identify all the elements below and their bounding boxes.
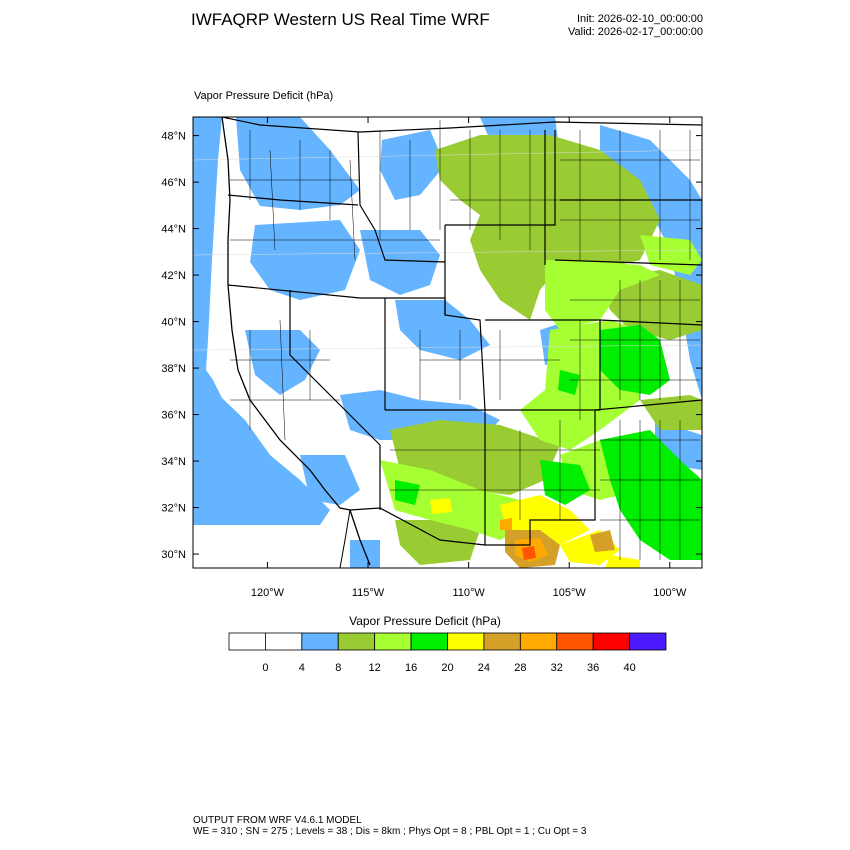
map-frame xyxy=(192,116,703,569)
colorbar-tick-label: 24 xyxy=(478,662,490,674)
model-footer: OUTPUT FROM WRF V4.6.1 MODEL WE = 310 ; … xyxy=(193,815,586,837)
graticule xyxy=(193,149,702,351)
colorbar-swatch xyxy=(374,632,412,651)
lat-label: 42°N xyxy=(161,270,186,282)
colorbar-tick-label: 0 xyxy=(262,662,268,674)
colorbar-swatch xyxy=(301,632,339,651)
vpd-band-32-36 xyxy=(522,546,536,560)
map-area xyxy=(193,117,702,568)
colorbar-tick-label: 8 xyxy=(335,662,341,674)
state-boundaries xyxy=(221,117,702,546)
colorbar-tick-label: 20 xyxy=(441,662,453,674)
colorbar-swatch xyxy=(519,632,558,651)
colorbar-swatch xyxy=(556,632,594,651)
colorbar-tick-label: 28 xyxy=(514,662,526,674)
colorbar-swatch xyxy=(337,632,376,651)
lat-label: 34°N xyxy=(161,456,186,468)
colorbar-swatch xyxy=(592,632,630,651)
colorbar-title: Vapor Pressure Deficit (hPa) xyxy=(349,614,501,628)
colorbar-tick-label: 4 xyxy=(299,662,305,674)
lon-label: 110°W xyxy=(452,587,485,599)
baja-coast xyxy=(339,509,351,568)
lat-label: 48°N xyxy=(161,131,186,143)
footer-line-1: OUTPUT FROM WRF V4.6.1 MODEL xyxy=(193,815,362,826)
colorbar: 0 4 8 12 16 20 24 28 32 36 40 xyxy=(228,632,667,674)
coastline xyxy=(221,117,371,566)
footer-line-2: WE = 310 ; SN = 275 ; Levels = 38 ; Dis … xyxy=(193,826,587,837)
lat-label: 38°N xyxy=(161,363,186,375)
lat-label: 32°N xyxy=(161,503,186,515)
colorbar-swatch xyxy=(447,632,485,651)
colorbar-tick-label: 16 xyxy=(405,662,417,674)
lon-label: 120°W xyxy=(251,587,285,599)
colorbar-swatch xyxy=(265,632,303,651)
lat-label: 46°N xyxy=(161,177,186,189)
field-label: Vapor Pressure Deficit (hPa) xyxy=(194,90,334,102)
lon-label: 115°W xyxy=(352,587,385,599)
lat-label: 36°N xyxy=(161,410,186,422)
lat-label: 44°N xyxy=(161,224,186,236)
lon-label: 105°W xyxy=(553,587,587,599)
init-time: Init: 2026-02-10_00:00:00 xyxy=(577,13,703,25)
lat-label: 30°N xyxy=(161,549,186,561)
vpd-band-16-20 xyxy=(395,325,702,560)
colorbar-tick-label: 40 xyxy=(623,662,635,674)
page-title: IWFAQRP Western US Real Time WRF xyxy=(191,10,490,29)
colorbar-swatch xyxy=(483,632,521,651)
colorbar-tick-label: 12 xyxy=(369,662,381,674)
colorbar-swatch xyxy=(228,632,266,651)
longitude-axis: 120°W 115°W 110°W 105°W 100°W xyxy=(251,117,687,599)
lat-label: 40°N xyxy=(161,317,186,329)
valid-time: Valid: 2026-02-17_00:00:00 xyxy=(568,26,703,38)
colorbar-swatch xyxy=(629,632,667,651)
latitude-axis: 30°N 32°N 34°N 36°N 38°N 40°N 42°N 44°N 46°N 48°N xyxy=(161,131,702,561)
county-boundaries xyxy=(230,120,700,560)
colorbar-tick-label: 32 xyxy=(551,662,563,674)
colorbar-tick-label: 36 xyxy=(587,662,599,674)
colorbar-swatch xyxy=(410,632,448,651)
lon-label: 100°W xyxy=(653,587,687,599)
vpd-band-8-12 xyxy=(390,135,702,565)
run-info: Init: 2026-02-10_00:00:00 Valid: 2026-02… xyxy=(568,13,703,39)
